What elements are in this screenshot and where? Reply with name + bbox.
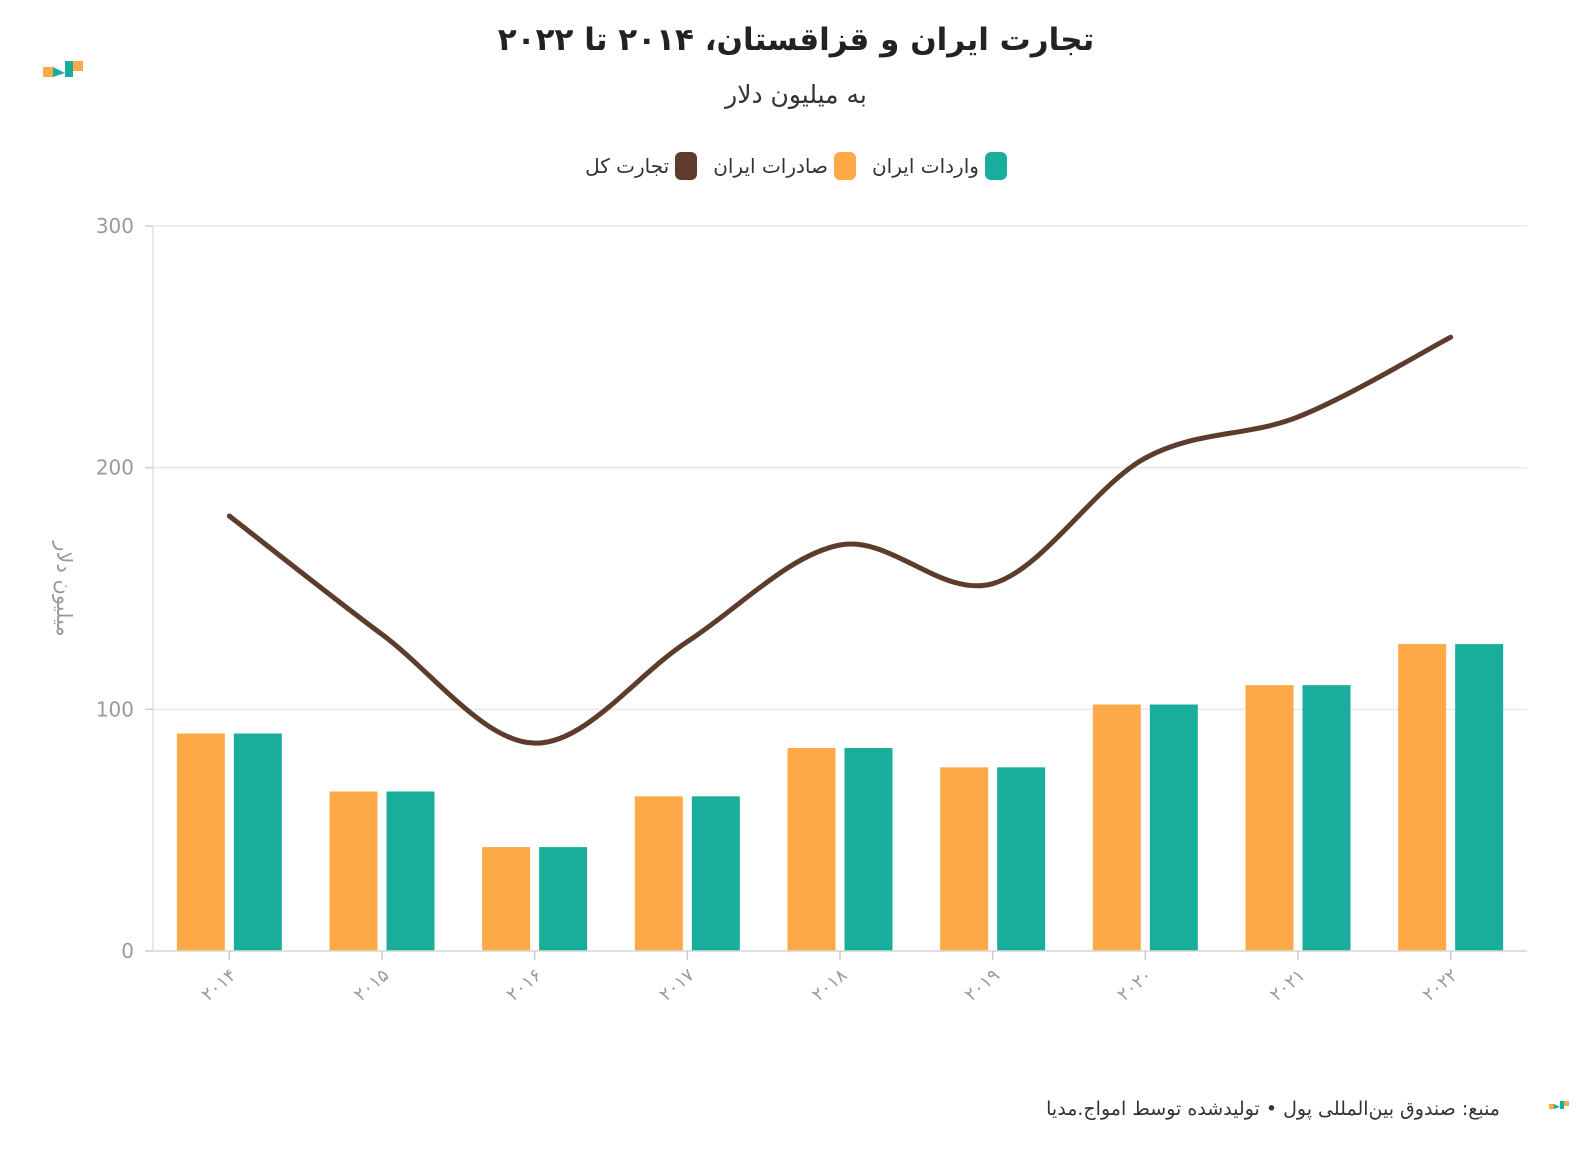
x-tick-label: ۲۰۱۷ <box>655 965 698 1006</box>
bar-imports <box>1149 704 1198 951</box>
legend-item-total[interactable]: تجارت کل <box>585 152 698 180</box>
total-trade-point <box>686 641 688 643</box>
total-trade-line <box>226 334 1454 746</box>
y-tick-label: 300 <box>96 214 134 238</box>
chart-legend: واردات ایران صادرات ایران تجارت کل <box>0 152 1592 180</box>
chart-title: تجارت ایران و قزاقستان، ۲۰۱۴ تا ۲۰۲۲ <box>497 22 1095 58</box>
bar-exports <box>1245 685 1294 951</box>
x-tick-label: ۲۰۲۰ <box>1113 965 1156 1006</box>
bar-imports <box>386 791 435 951</box>
x-tick-label: ۲۰۲۲ <box>1419 965 1462 1006</box>
bar-imports <box>1302 685 1351 951</box>
bar-imports <box>691 796 740 951</box>
bar-exports <box>329 791 378 951</box>
legend-label-imports: واردات ایران <box>871 154 979 178</box>
total-trade-point <box>1297 416 1299 418</box>
bar-exports <box>1092 704 1141 951</box>
brand-logo-small <box>1549 1101 1569 1109</box>
x-tick-label: ۲۰۱۶ <box>503 965 546 1006</box>
brand-logo <box>43 61 83 77</box>
x-tick-label: ۲۰۱۸ <box>808 965 851 1006</box>
bar-exports <box>1398 644 1447 951</box>
total-trade-point <box>992 583 994 585</box>
legend-item-imports[interactable]: واردات ایران <box>872 152 1007 180</box>
y-tick-label: 0 <box>121 939 134 963</box>
x-tick-label: ۲۰۲۱ <box>1266 965 1309 1006</box>
legend-item-exports[interactable]: صادرات ایران <box>713 152 856 180</box>
legend-label-total: تجارت کل <box>585 154 670 178</box>
x-tick-label: ۲۰۱۹ <box>961 965 1004 1006</box>
chart-subtitle: به میلیون دلار <box>725 80 867 109</box>
bar-imports <box>1455 644 1504 951</box>
bar-imports <box>997 767 1046 951</box>
bar-exports <box>176 733 225 951</box>
y-tick-label: 100 <box>96 697 134 721</box>
bar-exports <box>482 847 531 951</box>
x-tick-label: ۲۰۱۴ <box>197 965 240 1006</box>
y-axis-label: میلیون دلار <box>52 540 76 636</box>
bar-exports <box>787 748 836 951</box>
bar-imports <box>539 847 588 951</box>
source-note: منبع: صندوق بین‌المللی پول • تولیدشده تو… <box>1046 1098 1500 1120</box>
x-tick-label: ۲۰۱۵ <box>350 965 393 1006</box>
bar-exports <box>940 767 989 951</box>
total-trade-point <box>381 633 383 635</box>
bar-exports <box>634 796 683 951</box>
total-trade-point <box>228 515 230 517</box>
total-trade-point <box>534 742 536 744</box>
total-trade-point <box>839 544 841 546</box>
legend-swatch-exports <box>833 152 856 180</box>
total-trade-point <box>1144 457 1146 459</box>
legend-swatch-total <box>675 152 698 180</box>
bar-imports <box>844 748 893 951</box>
legend-swatch-imports <box>984 152 1007 180</box>
bar-imports <box>233 733 282 951</box>
total-trade-point <box>1450 336 1452 338</box>
y-tick-label: 200 <box>96 456 134 480</box>
legend-label-exports: صادرات ایران <box>713 154 828 178</box>
